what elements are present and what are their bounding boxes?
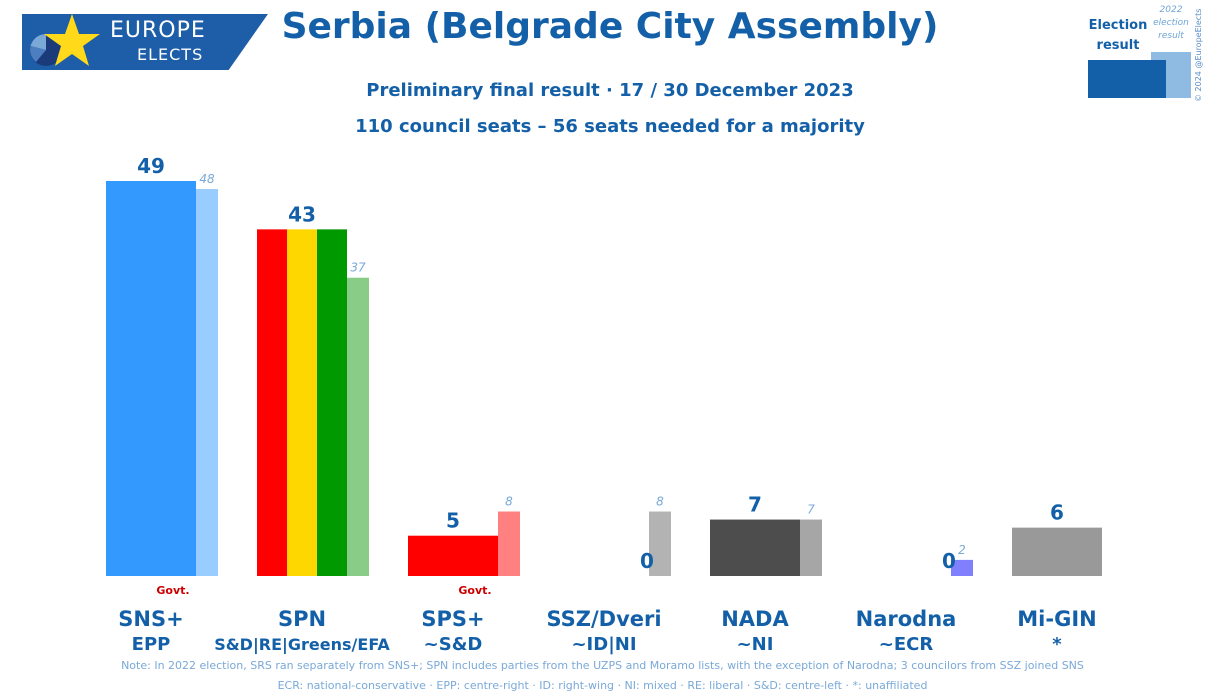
- bar-current: [257, 229, 287, 576]
- current-value-label: 0: [942, 549, 956, 573]
- govt-label: Govt.: [458, 584, 491, 597]
- group-label: S&D|RE|Greens/EFA: [214, 635, 390, 655]
- legend-current-line2: result: [1096, 38, 1140, 53]
- previous-value-label: 7: [807, 503, 815, 517]
- bar-previous: [196, 189, 218, 576]
- bar-previous: [498, 511, 520, 576]
- chart-subtitle: Preliminary final result · 17 / 30 Decem…: [366, 80, 854, 101]
- previous-value-label: 2: [958, 543, 966, 557]
- category-label: Mi-GIN: [1017, 607, 1096, 631]
- bar-current: [106, 181, 196, 576]
- category-label: SNS+: [118, 607, 183, 631]
- current-value-label: 6: [1050, 501, 1064, 525]
- europe-elects-logo-icon: [30, 14, 100, 66]
- legend-current-line1: Election: [1088, 18, 1148, 33]
- bar-current: [710, 519, 800, 576]
- current-value-label: 49: [137, 154, 165, 178]
- legend-previous-line3: result: [1158, 31, 1184, 41]
- bar-current: [408, 535, 498, 576]
- legend-previous-line1: 2022: [1159, 5, 1183, 15]
- category-label: SSZ/Dveri: [546, 607, 661, 631]
- bar-current: [287, 229, 317, 576]
- bar-previous: [347, 277, 369, 576]
- footnote: Note: In 2022 election, SRS ran separate…: [121, 659, 1084, 672]
- category-label: NADA: [721, 607, 789, 631]
- seats-subtitle: 110 council seats – 56 seats needed for …: [355, 116, 865, 137]
- previous-value-label: 8: [505, 495, 513, 509]
- chart-title: Serbia (Belgrade City Assembly): [281, 6, 939, 47]
- category-label: Narodna: [856, 607, 957, 631]
- legend-previous-label: 2022 election result: [1149, 4, 1193, 43]
- bar-previous: [649, 511, 671, 576]
- current-value-label: 5: [446, 509, 460, 533]
- legend-current-swatch: [1088, 60, 1166, 98]
- previous-value-label: 37: [350, 261, 366, 275]
- previous-value-label: 48: [199, 172, 215, 186]
- bar-current: [1012, 527, 1102, 576]
- category-label: SPN: [278, 607, 326, 631]
- govt-label: Govt.: [156, 584, 189, 597]
- group-label: ~NI: [737, 634, 774, 655]
- bar-previous: [951, 559, 973, 576]
- group-label: EPP: [132, 634, 171, 655]
- bar-current: [317, 229, 347, 576]
- group-label: ~S&D: [424, 634, 483, 655]
- group-label: ~ID|NI: [571, 634, 636, 655]
- current-value-label: 7: [748, 493, 762, 517]
- legend-previous-line2: election: [1153, 18, 1189, 28]
- category-label: SPS+: [421, 607, 484, 631]
- bar-previous: [800, 519, 822, 576]
- group-label: *: [1052, 634, 1062, 655]
- logo-text-europe: EUROPE: [110, 18, 206, 43]
- current-value-label: 0: [640, 549, 654, 573]
- logo-text-elects: ELECTS: [137, 45, 204, 64]
- group-label: ~ECR: [879, 634, 934, 655]
- legend-current-label: Election result: [1088, 16, 1148, 56]
- current-value-label: 43: [288, 202, 316, 226]
- group-legend-note: ECR: national-conservative · EPP: centre…: [277, 679, 928, 692]
- previous-value-label: 8: [656, 495, 664, 509]
